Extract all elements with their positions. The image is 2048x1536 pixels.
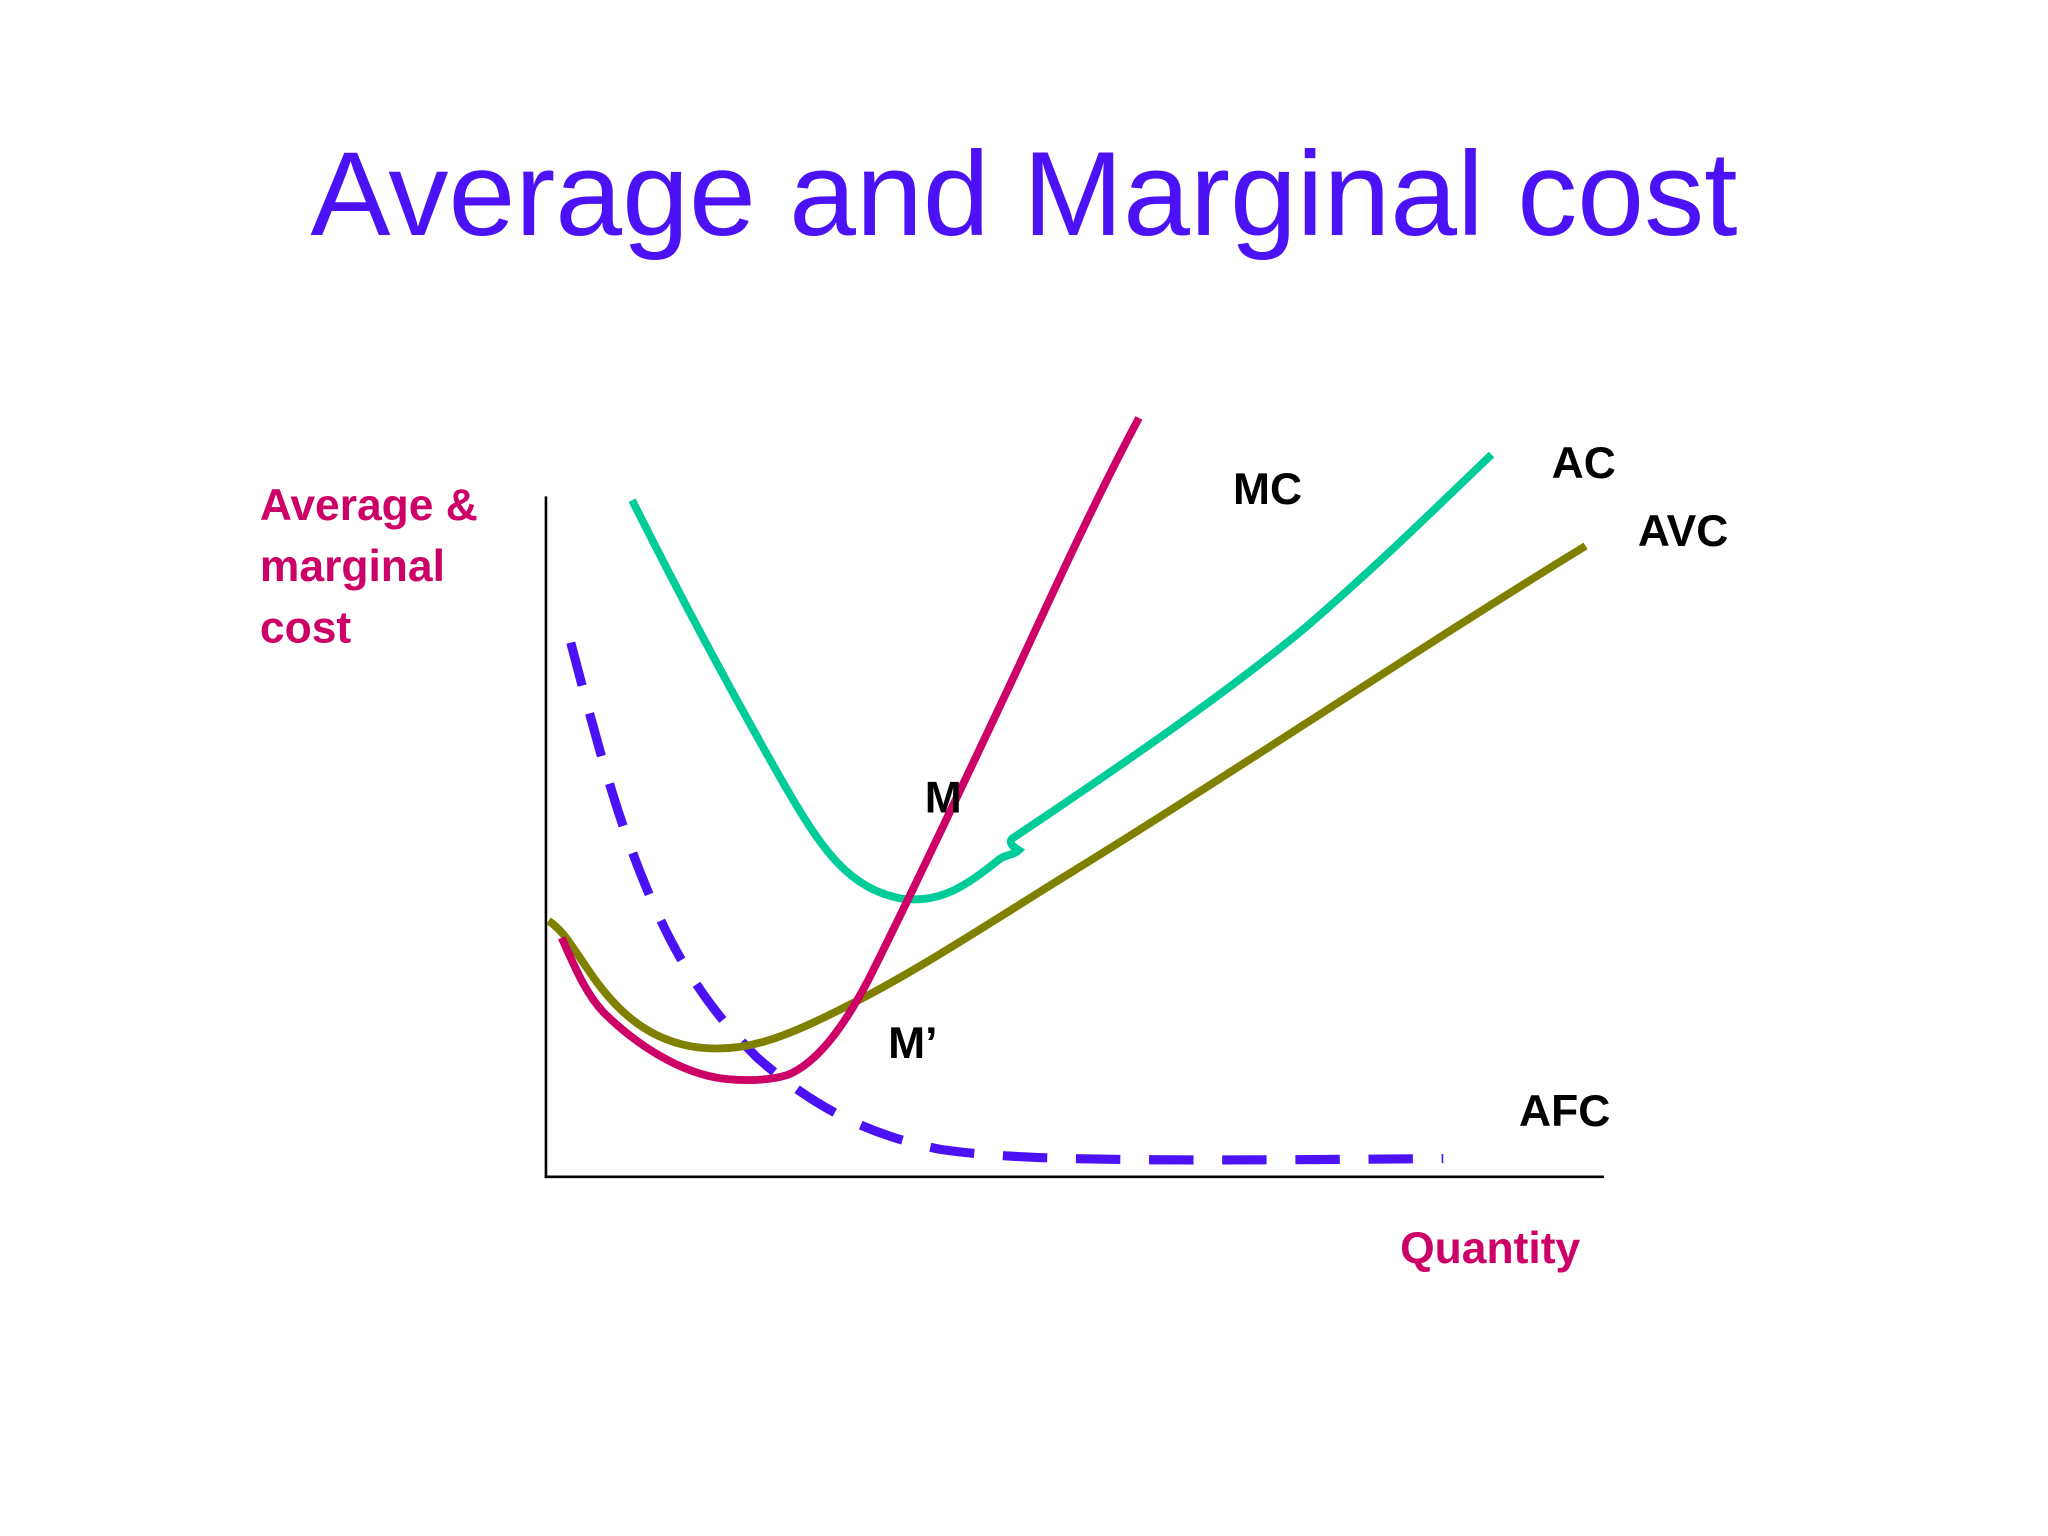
y-axis-label-line-2: marginal (260, 542, 445, 591)
x-axis-label: Quantity (1400, 1224, 1580, 1273)
y-axis-label: Average & marginal cost (260, 481, 478, 653)
ac-curve (628, 451, 1495, 904)
avc-curve (546, 542, 1588, 1053)
avc-label: AVC (1638, 507, 1728, 556)
mc-label: MC (1233, 465, 1302, 514)
y-axis-label-line-1: Average & (260, 481, 478, 530)
ac-label: AC (1552, 439, 1616, 488)
mc-curve (558, 416, 1143, 1085)
afc-label: AFC (1519, 1087, 1610, 1136)
point-m-label: M (925, 773, 962, 822)
point-m-prime-label: M’ (888, 1019, 937, 1068)
y-axis-label-line-3: cost (260, 604, 351, 653)
afc-curve (566, 641, 1444, 1165)
slide-title: Average and Marginal cost (310, 127, 1737, 261)
